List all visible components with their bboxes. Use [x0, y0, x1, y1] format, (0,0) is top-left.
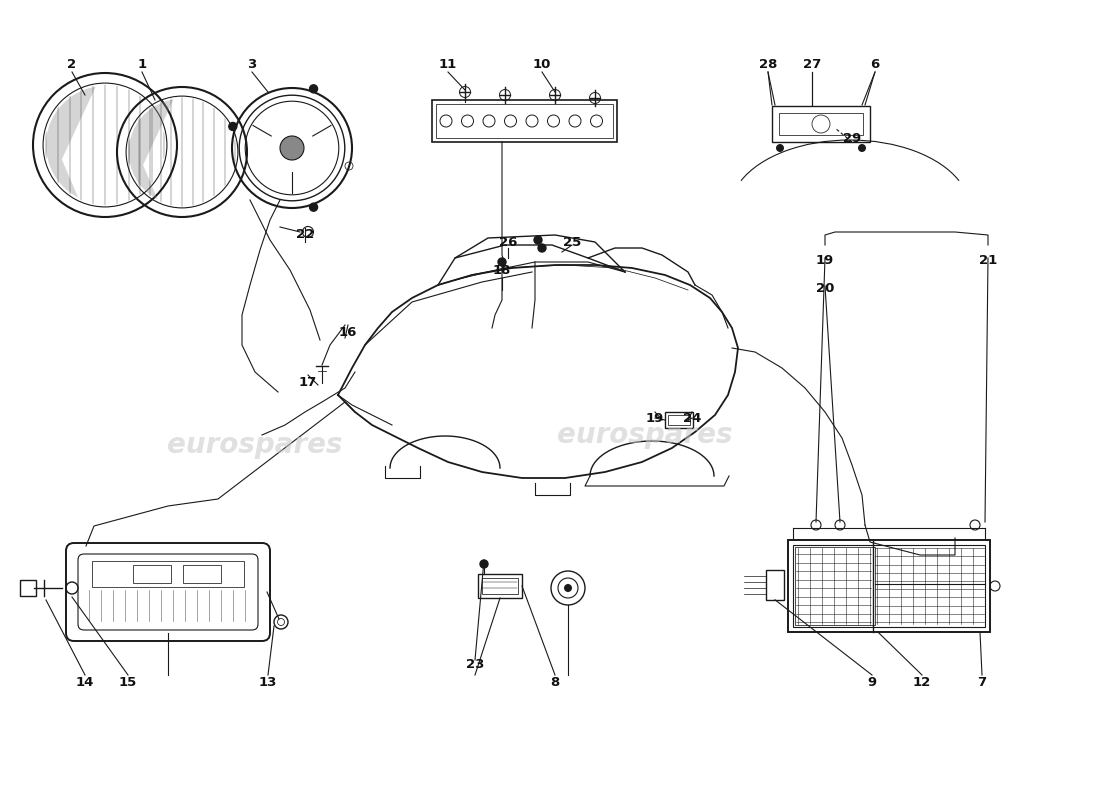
Bar — [793, 545, 984, 627]
Text: 12: 12 — [913, 675, 931, 689]
Circle shape — [229, 122, 236, 130]
Text: 29: 29 — [843, 131, 861, 145]
Polygon shape — [129, 99, 174, 199]
Text: 17: 17 — [299, 375, 317, 389]
Text: 16: 16 — [339, 326, 358, 338]
Text: eurospares: eurospares — [558, 421, 733, 449]
Circle shape — [776, 144, 784, 152]
Bar — [478, 574, 522, 598]
Text: 26: 26 — [498, 235, 517, 249]
Text: 28: 28 — [759, 58, 778, 71]
Bar — [20, 580, 36, 596]
Text: 8: 8 — [550, 675, 560, 689]
Circle shape — [858, 144, 866, 152]
Bar — [772, 106, 870, 142]
Bar — [666, 412, 693, 428]
Circle shape — [534, 236, 542, 244]
Text: 1: 1 — [138, 58, 146, 71]
Bar — [436, 104, 613, 138]
Text: 22: 22 — [296, 229, 315, 242]
Bar — [668, 415, 690, 425]
Bar — [795, 547, 874, 625]
Text: 21: 21 — [979, 254, 997, 266]
Circle shape — [564, 584, 572, 592]
Text: 6: 6 — [870, 58, 880, 71]
Bar — [766, 570, 784, 600]
Text: 9: 9 — [868, 675, 877, 689]
Text: 13: 13 — [258, 675, 277, 689]
Text: 15: 15 — [119, 675, 138, 689]
Text: 2: 2 — [67, 58, 77, 71]
Text: 18: 18 — [493, 263, 512, 277]
Bar — [92, 561, 244, 587]
Text: 23: 23 — [465, 658, 484, 671]
Bar — [432, 100, 617, 142]
Text: 19: 19 — [646, 411, 664, 425]
Text: 19: 19 — [816, 254, 834, 266]
Text: eurospares: eurospares — [167, 431, 343, 459]
Text: 11: 11 — [439, 58, 458, 71]
Circle shape — [309, 85, 318, 93]
Circle shape — [498, 258, 506, 266]
Bar — [482, 578, 518, 594]
Circle shape — [309, 203, 318, 211]
Circle shape — [280, 136, 304, 160]
Bar — [133, 565, 170, 583]
Text: 27: 27 — [803, 58, 821, 71]
Text: 20: 20 — [816, 282, 834, 294]
Text: 10: 10 — [532, 58, 551, 71]
Bar — [183, 565, 221, 583]
Polygon shape — [46, 86, 96, 198]
Text: 14: 14 — [76, 675, 95, 689]
Circle shape — [480, 560, 488, 568]
Bar — [779, 113, 864, 135]
Text: 7: 7 — [978, 675, 987, 689]
Text: 25: 25 — [563, 235, 581, 249]
Bar — [788, 540, 990, 632]
Circle shape — [538, 244, 546, 252]
Text: 3: 3 — [248, 58, 256, 71]
Text: 24: 24 — [683, 411, 701, 425]
